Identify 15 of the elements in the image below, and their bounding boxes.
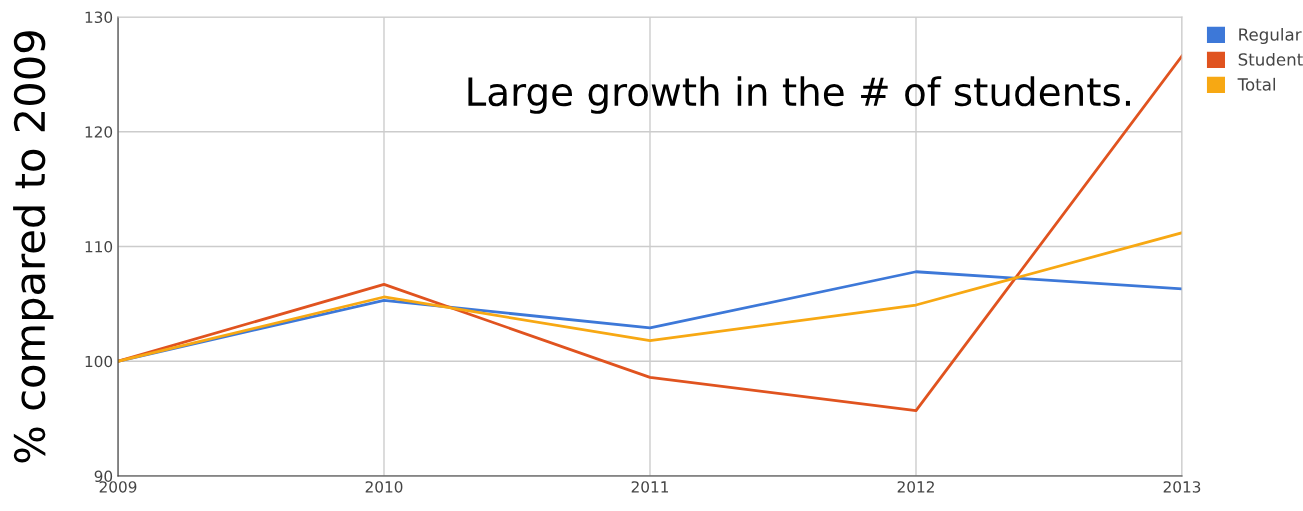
legend-label: Student bbox=[1238, 52, 1303, 66]
line-series bbox=[118, 231, 1182, 363]
x-tick-label: 2010 bbox=[365, 481, 403, 493]
x-tick-label: 2011 bbox=[631, 481, 669, 493]
annotation: Large growth in the # of students. bbox=[468, 76, 1130, 114]
y-tick-label: 130 bbox=[85, 11, 113, 24]
x-tick-label: 2013 bbox=[1163, 481, 1201, 493]
y-tick-label: 120 bbox=[85, 126, 113, 138]
legend-label: Regular bbox=[1239, 27, 1302, 45]
y-tick-label: 100 bbox=[85, 355, 113, 368]
y-axis-title: % compared to 2009 bbox=[13, 31, 54, 463]
x-tick-label: 2009 bbox=[99, 481, 137, 493]
y-tick-label: 110 bbox=[85, 240, 113, 253]
x-tick-label: 2012 bbox=[897, 481, 934, 493]
legend-label: Total bbox=[1237, 77, 1275, 91]
